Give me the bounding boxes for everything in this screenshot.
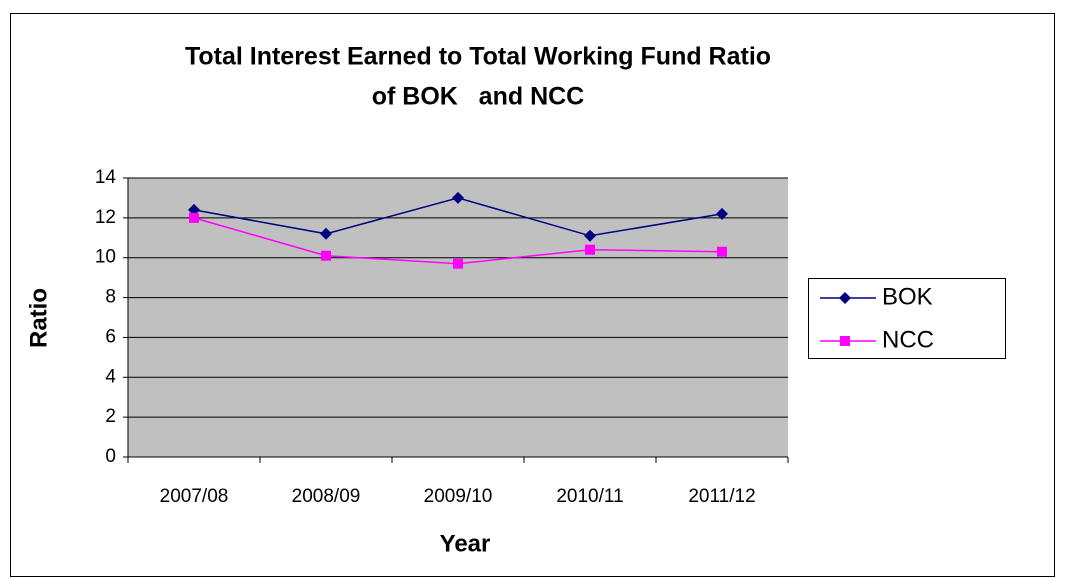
x-tick-label: 2008/09: [292, 486, 361, 507]
legend-label: NCC: [882, 326, 934, 353]
chart-title: of BOK and NCC: [372, 83, 585, 111]
x-tick-label: 2011/12: [688, 486, 755, 507]
y-tick-label: 12: [95, 207, 116, 228]
plot-area: [128, 178, 788, 457]
x-axis-label: Year: [440, 530, 491, 557]
y-tick-label: 4: [105, 366, 116, 387]
data-point: [320, 227, 332, 240]
y-tick-label: 6: [105, 326, 116, 347]
y-tick-label: 14: [95, 167, 117, 188]
x-tick-label: 2010/11: [556, 486, 623, 507]
data-point: [585, 244, 595, 255]
data-point: [452, 191, 464, 204]
y-tick-label: 0: [105, 446, 116, 467]
data-point: [839, 292, 851, 304]
data-point: [321, 250, 331, 261]
y-axis-label: Ratio: [25, 288, 52, 348]
x-tick-label: 2007/08: [160, 486, 229, 507]
y-tick-label: 10: [95, 247, 116, 268]
x-tick-label: 2009/10: [424, 486, 493, 507]
data-point: [584, 229, 596, 242]
y-tick-label: 2: [105, 406, 116, 427]
legend-label: BOK: [882, 283, 933, 310]
data-point: [840, 336, 850, 346]
data-point: [716, 207, 728, 220]
data-point: [189, 212, 199, 223]
data-point: [453, 258, 463, 269]
chart-title: Total Interest Earned to Total Working F…: [185, 43, 771, 71]
y-tick-label: 8: [105, 287, 116, 308]
data-point: [717, 246, 727, 257]
